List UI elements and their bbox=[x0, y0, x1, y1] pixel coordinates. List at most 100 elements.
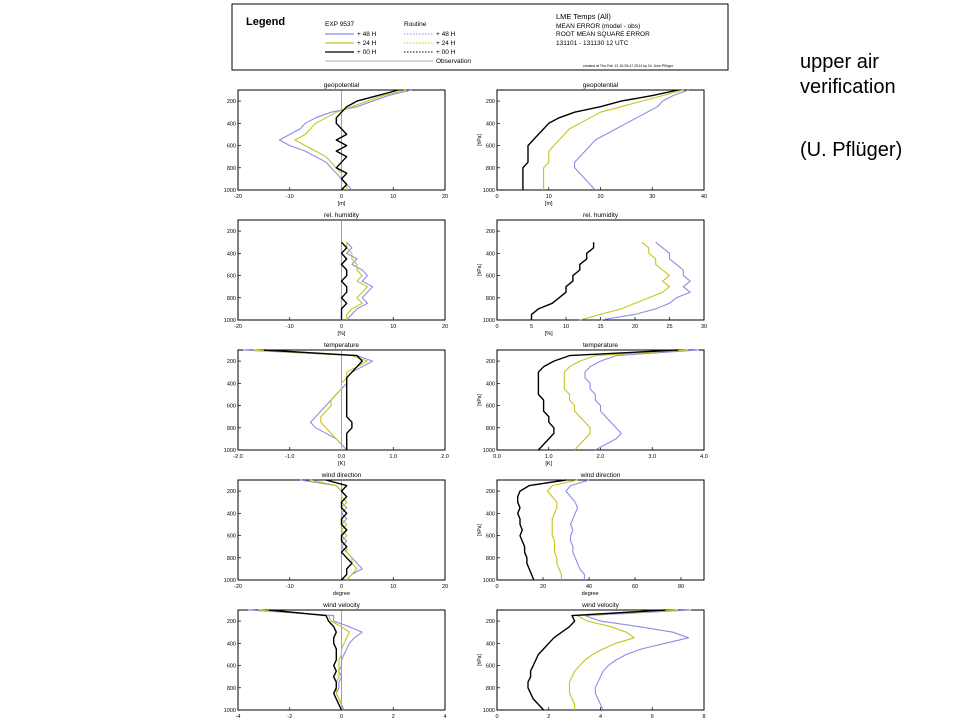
chart-temperature-rmse-xtick-label: 3.0 bbox=[648, 454, 656, 460]
chart-temperature-rmse-series-h00 bbox=[537, 349, 679, 451]
chart-temperature-rmse-xlabel: [K] bbox=[545, 461, 552, 467]
chart-rel-humidity-rmse-ytick-label: 200 bbox=[486, 229, 495, 235]
side-title: upper air verification bbox=[800, 51, 896, 98]
chart-temperature-mean-error-xtick-label: 0.0 bbox=[338, 454, 346, 460]
chart-rel-humidity-rmse-series-h24 bbox=[579, 241, 671, 321]
chart-wind-direction-rmse-ytick-label: 800 bbox=[486, 556, 495, 562]
chart-rel-humidity-rmse-series-h00 bbox=[530, 242, 595, 320]
chart-wind-velocity-rmse-series-h00 bbox=[527, 609, 666, 711]
chart-rel-humidity-mean-error-xtick-label: 20 bbox=[442, 324, 448, 330]
chart-geopotential-rmse-xtick-label: 10 bbox=[546, 194, 552, 200]
chart-wind-velocity-rmse-title: wind velocity bbox=[581, 602, 620, 609]
chart-temperature-rmse-ytick-label: 1000 bbox=[483, 448, 495, 454]
chart-temperature-mean-error-xtick-label: 1.0 bbox=[389, 454, 397, 460]
chart-wind-direction-mean-error: wind direction 200 400 600 800 1000-20 -10 0 10 2… bbox=[224, 472, 448, 597]
chart-geopotential-mean-error-ytick-label: 400 bbox=[227, 121, 236, 127]
chart-rel-humidity-rmse-title: rel. humidity bbox=[583, 212, 619, 219]
chart-rel-humidity-rmse-frame bbox=[496, 219, 705, 321]
chart-wind-velocity-rmse-ytick-label: 200 bbox=[486, 619, 495, 625]
chart-wind-velocity-rmse-xtick-label: 2 bbox=[547, 714, 550, 720]
chart-geopotential-mean-error-series-h24 bbox=[294, 89, 407, 190]
chart-temperature-mean-error-title: temperature bbox=[324, 342, 359, 349]
chart-rel-humidity-rmse-xtick-label: 15 bbox=[597, 324, 603, 330]
chart-rel-humidity-mean-error-series-h00 bbox=[340, 241, 348, 320]
chart-wind-velocity-rmse-xtick-label: 6 bbox=[651, 714, 654, 720]
chart-wind-direction-rmse-xtick-label: 0 bbox=[495, 584, 498, 590]
chart-geopotential-rmse-series-h48 bbox=[574, 89, 689, 191]
chart-wind-direction-mean-error-xtick-label: -20 bbox=[234, 584, 242, 590]
chart-temperature-mean-error-xtick-label: 2.0 bbox=[441, 454, 449, 460]
chart-wind-velocity-rmse-ylabel: [hPa] bbox=[477, 654, 483, 666]
legend-created: created at Thu Feb 13 15:25:47 2014 by D… bbox=[583, 64, 674, 68]
chart-geopotential-rmse-ylabel: [hPa] bbox=[477, 134, 483, 146]
chart-rel-humidity-rmse-ytick-label: 1000 bbox=[483, 318, 495, 324]
chart-rel-humidity-mean-error-ytick-label: 400 bbox=[227, 251, 236, 257]
chart-temperature-mean-error-xlabel: [K] bbox=[338, 461, 345, 467]
chart-temperature-mean-error-ytick-label: 400 bbox=[227, 381, 236, 387]
chart-wind-direction-rmse-ytick-label: 400 bbox=[486, 511, 495, 517]
chart-rel-humidity-mean-error-ytick-label: 200 bbox=[227, 229, 236, 235]
chart-wind-direction-mean-error-ytick-label: 1000 bbox=[224, 578, 236, 584]
legend-exp-24h-label: + 24 H bbox=[357, 40, 377, 47]
chart-wind-direction-mean-error-xlabel: degree bbox=[333, 591, 350, 597]
chart-rel-humidity-rmse-xtick-label: 25 bbox=[666, 324, 672, 330]
chart-rel-humidity-rmse-xtick-label: 30 bbox=[701, 324, 707, 330]
chart-rel-humidity-rmse-ylabel: [hPa] bbox=[477, 264, 483, 276]
legend-exp-00h-label: + 00 H bbox=[357, 49, 377, 56]
chart-rel-humidity-mean-error-series-h24 bbox=[346, 242, 368, 320]
legend-line-2: MEAN ERROR (model - obs) bbox=[556, 23, 640, 30]
chart-rel-humidity-rmse-series-h48 bbox=[600, 241, 691, 321]
legend-box: Legend EXP 9537 Routine + 48 H + 24 H + … bbox=[231, 3, 729, 71]
chart-temperature-rmse-ytick-label: 800 bbox=[486, 426, 495, 432]
chart-geopotential-rmse-ytick-label: 800 bbox=[486, 166, 495, 172]
chart-rel-humidity-rmse-xtick-label: 20 bbox=[632, 324, 638, 330]
chart-temperature-rmse-ytick-label: 600 bbox=[486, 404, 495, 410]
chart-wind-velocity-mean-error-ytick-label: 800 bbox=[227, 686, 236, 692]
chart-temperature-rmse-series-h48 bbox=[584, 349, 699, 451]
chart-wind-velocity-rmse-frame bbox=[496, 609, 705, 711]
chart-geopotential-mean-error-series-h00 bbox=[335, 89, 399, 191]
chart-wind-velocity-mean-error-ytick-label: 200 bbox=[227, 619, 236, 625]
chart-wind-velocity-rmse-ytick-label: 600 bbox=[486, 664, 495, 670]
chart-temperature-mean-error-series-h24 bbox=[253, 349, 368, 450]
chart-geopotential-mean-error-xtick-label: 20 bbox=[442, 194, 448, 200]
chart-rel-humidity-mean-error-series-h48 bbox=[346, 241, 374, 321]
chart-geopotential-mean-error-series-h48 bbox=[278, 89, 412, 191]
chart-rel-humidity-mean-error-xtick-label: 10 bbox=[390, 324, 396, 330]
legend-heading: Legend bbox=[246, 16, 285, 28]
chart-geopotential-rmse-title: geopotential bbox=[583, 82, 619, 89]
chart-rel-humidity-mean-error-ytick-label: 800 bbox=[227, 296, 236, 302]
chart-geopotential-mean-error-ytick-label: 200 bbox=[227, 99, 236, 105]
chart-temperature-rmse-xtick-label: 1.0 bbox=[545, 454, 553, 460]
chart-wind-direction-mean-error-series-h00 bbox=[325, 479, 353, 581]
chart-temperature-mean-error: temperature 200 400 600 800 1000-2.0 -1.0 0.0 1.… bbox=[224, 342, 449, 467]
chart-temperature-rmse-ylabel: [hPa] bbox=[477, 394, 483, 406]
legend-title: LME Temps (All) bbox=[556, 12, 611, 21]
chart-rel-humidity-rmse-ytick-label: 600 bbox=[486, 274, 495, 280]
chart-geopotential-rmse-xtick-label: 30 bbox=[649, 194, 655, 200]
legend-observation-label: Observation bbox=[436, 58, 471, 65]
chart-wind-velocity-rmse-series-h24 bbox=[568, 609, 679, 710]
chart-wind-velocity-mean-error-series-h48 bbox=[248, 609, 363, 711]
chart-geopotential-rmse-ytick-label: 1000 bbox=[483, 188, 495, 194]
legend-frame bbox=[231, 3, 729, 71]
chart-temperature-rmse-xtick-label: 4.0 bbox=[700, 454, 708, 460]
chart-geopotential-rmse-series-h00 bbox=[522, 89, 679, 190]
chart-wind-velocity-mean-error-xtick-label: -2 bbox=[287, 714, 292, 720]
chart-wind-direction-mean-error-xtick-label: -10 bbox=[286, 584, 294, 590]
chart-wind-direction-rmse-title: wind direction bbox=[580, 472, 621, 479]
chart-rel-humidity-mean-error-title: rel. humidity bbox=[324, 212, 360, 219]
chart-rel-humidity-rmse-xtick-label: 0 bbox=[495, 324, 498, 330]
chart-geopotential-mean-error-title: geopotential bbox=[324, 82, 360, 89]
chart-geopotential-mean-error-xlabel: [m] bbox=[338, 201, 346, 207]
chart-rel-humidity-rmse-xtick-label: 5 bbox=[530, 324, 533, 330]
chart-wind-direction-rmse-series-h24 bbox=[547, 479, 578, 580]
side-author: (U. Pflüger) bbox=[800, 139, 903, 161]
legend-exp-label: EXP 9537 bbox=[325, 21, 355, 28]
chart-wind-velocity-rmse-ytick-label: 800 bbox=[486, 686, 495, 692]
chart-wind-direction-mean-error-title: wind direction bbox=[321, 472, 362, 479]
chart-wind-direction-mean-error-ytick-label: 400 bbox=[227, 511, 236, 517]
